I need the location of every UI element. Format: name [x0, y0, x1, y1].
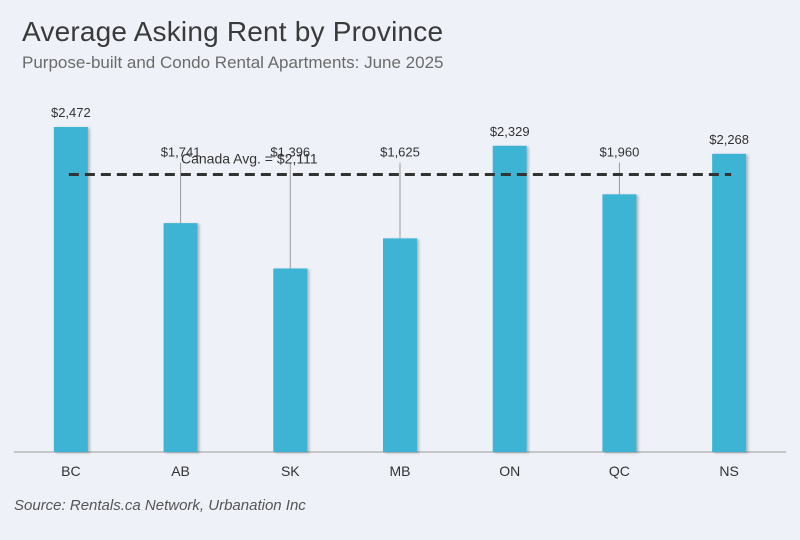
x-tick-label: SK [281, 463, 300, 479]
bar-sk [273, 268, 308, 452]
x-tick-label: ON [499, 463, 520, 479]
bar-mb [383, 238, 417, 452]
bar-qc [602, 194, 637, 453]
x-tick-label: MB [390, 463, 411, 479]
value-label: $2,329 [490, 124, 530, 139]
value-label: $1,741 [161, 144, 201, 159]
value-label: $1,960 [600, 144, 640, 159]
bar-on [492, 145, 527, 452]
value-label: $1,625 [380, 144, 420, 159]
bar-ab [163, 223, 198, 452]
canada-average-label: Canada Avg. = $2,111 [181, 150, 318, 166]
bar-bc [53, 127, 88, 452]
value-label: $2,268 [709, 132, 749, 147]
x-tick-label: QC [609, 463, 630, 479]
x-tick-label: BC [61, 463, 80, 479]
value-label: $2,472 [51, 105, 91, 120]
chart-title: Average Asking Rent by Province [22, 16, 444, 47]
x-tick-label: NS [719, 463, 738, 479]
chart-subtitle: Purpose-built and Condo Rental Apartment… [22, 53, 444, 72]
value-label: $1,396 [270, 144, 310, 159]
source-note: Source: Rentals.ca Network, Urbanation I… [14, 497, 306, 514]
bar-ns [712, 153, 747, 453]
x-tick-label: AB [171, 463, 190, 479]
